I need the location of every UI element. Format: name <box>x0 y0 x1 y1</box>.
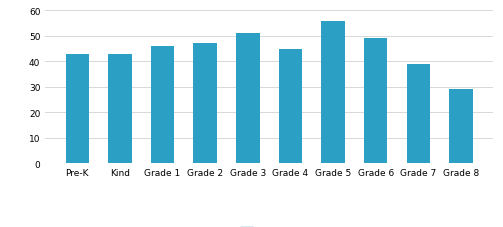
Bar <box>108 54 132 163</box>
Bar <box>449 90 473 163</box>
Bar <box>279 49 302 163</box>
Bar <box>194 44 217 163</box>
Bar <box>364 39 387 163</box>
Bar <box>236 34 260 163</box>
Bar <box>151 47 174 163</box>
Bar <box>406 64 430 163</box>
Bar <box>65 54 89 163</box>
Bar <box>321 22 345 163</box>
